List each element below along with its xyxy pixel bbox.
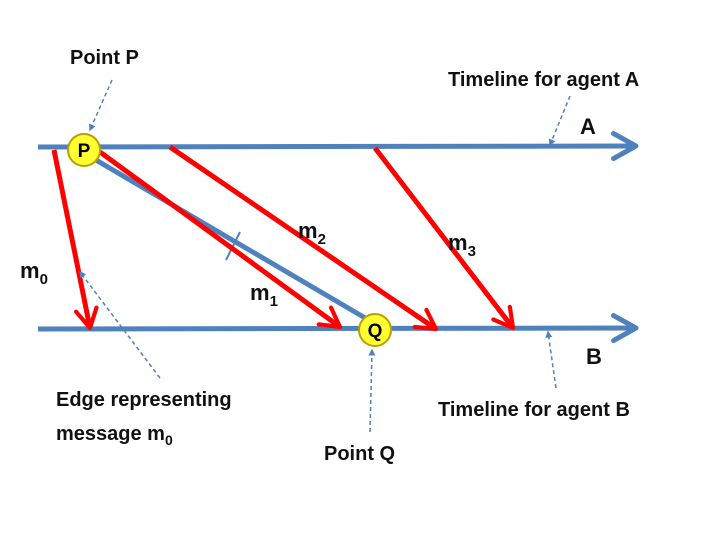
- pointer-timeline-b: [545, 330, 557, 389]
- label-point-p: Point P: [70, 47, 139, 69]
- label-agent-a: A: [580, 114, 596, 139]
- pointer-point-q: [368, 348, 376, 433]
- message-m0-arrow: [51, 149, 99, 331]
- timeline-a: [37, 131, 639, 162]
- timeline-b: [37, 313, 639, 344]
- pointer-timeline-a: [548, 95, 571, 147]
- label-agent-b: B: [586, 344, 602, 369]
- message-m3-arrow: [373, 146, 516, 331]
- node-p-label: P: [78, 141, 91, 162]
- label-point-q: Point Q: [324, 443, 395, 465]
- label-timeline-a: Timeline for agent A: [448, 69, 639, 91]
- node-p: P: [67, 133, 101, 167]
- causal-edge-p-q: [82, 150, 374, 325]
- label-edge-line2: message m0: [56, 423, 173, 448]
- pointer-edge-m0: [79, 270, 161, 379]
- label-message-m2: m2: [298, 218, 326, 248]
- label-message-m3: m3: [448, 230, 476, 260]
- pointer-point-p: [89, 79, 113, 132]
- label-message-m1: m1: [250, 280, 278, 310]
- label-timeline-b: Timeline for agent B: [438, 399, 630, 421]
- node-q: Q: [358, 313, 392, 347]
- node-q-label: Q: [368, 321, 383, 342]
- label-edge-line1: Edge representing: [56, 389, 232, 411]
- message-m1-arrow: [98, 149, 343, 330]
- message-m2-arrow: [168, 144, 439, 332]
- label-message-m0: m0: [20, 258, 48, 288]
